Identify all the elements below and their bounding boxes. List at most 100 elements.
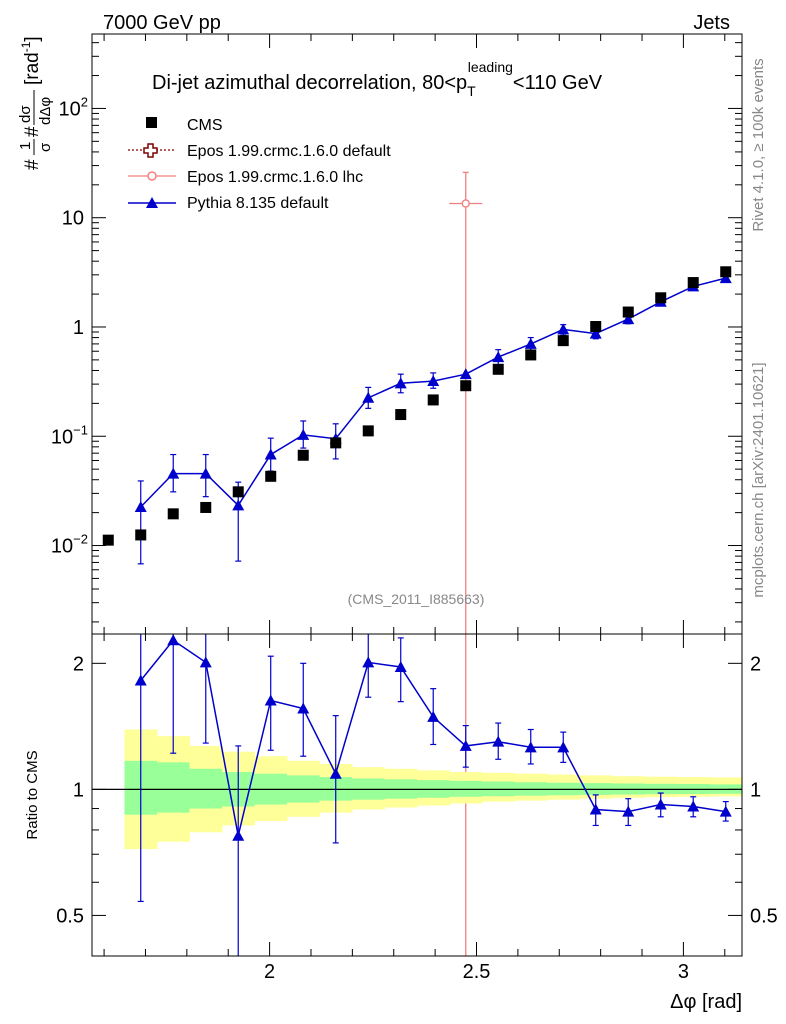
ylabel-ddphi: dΔφ [37, 97, 54, 125]
ratio-pythia-point [167, 634, 180, 646]
cms-point [525, 349, 537, 361]
cms-point [395, 409, 407, 421]
ratio-pythia-point [687, 800, 700, 812]
ratio-pythia-point [719, 805, 732, 817]
ylabel-one: 1 [17, 142, 34, 150]
cms-point [297, 449, 309, 461]
epos-lhc-point [461, 199, 470, 208]
ratio-band-inner [189, 768, 223, 809]
ratio-pythia-point [134, 674, 147, 686]
ratio-band-inner [157, 762, 190, 813]
rivet-label: Rivet 4.1.0, ≥ 100k events [750, 58, 767, 231]
main-y-tick-exponent: −1 [73, 422, 88, 437]
ratio-pythia-point [557, 741, 570, 753]
pythia-point [719, 272, 732, 284]
ratio-pythia-point [492, 735, 505, 747]
ratio-pythia-point [329, 767, 342, 779]
ylabel-unit-end: ] [22, 36, 43, 41]
legend-marker-epos-default [143, 143, 158, 158]
main-y-tick-label: 1 [73, 317, 84, 339]
main-y-tick-exponent: 2 [81, 94, 88, 109]
cms-point [557, 335, 569, 347]
cms-point [687, 277, 699, 289]
pythia-point [589, 327, 602, 339]
legend-entry-epos-lhc: Epos 1.99.crmc.1.6.0 lhc [187, 169, 363, 186]
ratio-pythia-point [297, 702, 310, 714]
ratio-y-tick-label-right: 1 [750, 779, 761, 801]
legend-marker-pythia [146, 197, 158, 208]
legend-marker-epos-lhc [147, 171, 157, 181]
ratio-pythia-point [394, 661, 407, 673]
ratio-pythia-point [362, 656, 375, 668]
cms-point [135, 529, 147, 541]
ratio-y-tick-label-left: 1 [73, 779, 84, 801]
pythia-point [167, 467, 180, 479]
main-y-tick-base: 1 [73, 317, 84, 339]
pythia-point [459, 368, 472, 380]
main-data-layer [102, 171, 732, 956]
ratio-y-tick-label-left: 0.5 [56, 905, 84, 927]
main-y-tick-base: 10 [59, 98, 81, 120]
ratio-pythia-point [232, 829, 245, 841]
pythia-point [297, 428, 310, 440]
main-y-tick-base: 10 [51, 536, 73, 558]
pythia-point [134, 501, 147, 513]
pythia-point [199, 467, 212, 479]
ratio-y-axis-label: Ratio to CMS [24, 750, 41, 839]
cms-point [655, 292, 667, 304]
ratio-pythia-point [654, 798, 667, 810]
title-sup: leading [468, 59, 513, 75]
ratio-data-layer [134, 634, 732, 956]
pythia-point [264, 448, 277, 460]
ratio-pythia-point [622, 805, 635, 817]
main-x-ticks [103, 34, 726, 634]
ratio-x-tick-label: 3 [678, 961, 689, 983]
ratio-pythia-point [199, 656, 212, 668]
ylabel-sigma: σ [37, 142, 54, 152]
cms-point [330, 437, 342, 449]
ylabel-unit-sup: -1 [19, 41, 33, 52]
cms-point [265, 470, 277, 482]
cms-point [200, 501, 212, 513]
title-sub: T [467, 83, 476, 99]
pythia-point [524, 337, 537, 349]
title-suffix: <110 GeV [513, 72, 603, 94]
ylabel-hash2: # [22, 126, 43, 137]
main-y-tick-base: 10 [51, 426, 73, 448]
pythia-point [557, 323, 570, 335]
main-y-tick-label: 10 [62, 208, 84, 230]
legend-entry-cms: CMS [187, 117, 223, 134]
ratio-plot: 0.5 0.51 12 2 2 2.5 3 Ratio to CMS Δφ [rad] [24, 633, 778, 1013]
pythia-point [394, 377, 407, 389]
ratio-pythia-point [524, 741, 537, 753]
ylabel-hash1: # [22, 159, 43, 170]
ratio-pythia-point [264, 694, 277, 706]
ratio-y-tick-label-right: 0.5 [750, 905, 778, 927]
legend: CMS Epos 1.99.crmc.1.6.0 default Epos 1.… [128, 117, 391, 212]
main-y-axis-label: # 1 σ # dσ dΔφ [rad-1] [17, 36, 54, 170]
pythia-point [427, 375, 440, 387]
title-prefix: Di-jet azimuthal decorrelation, 80<p [152, 72, 467, 94]
pythia-point [232, 499, 245, 511]
main-y-tick-base: 10 [62, 208, 84, 230]
pythia-point [492, 351, 505, 363]
legend-marker-cms [146, 117, 157, 128]
ratio-y-axis: 0.5 0.5 1 1 2 2 [56, 653, 778, 927]
cms-point [492, 363, 504, 375]
cms-point [362, 425, 374, 437]
main-y-tick-label: 10−2 [51, 532, 88, 558]
legend-entry-pythia: Pythia 8.135 default [187, 195, 329, 212]
pythia-point [362, 391, 375, 403]
cms-point [622, 306, 634, 318]
ratio-pythia-point [589, 803, 602, 815]
energy-label: 7000 GeV pp [103, 12, 221, 34]
ratio-x-tick-label: 2.5 [463, 961, 491, 983]
cms-point [167, 508, 179, 520]
ratio-pythia-point [427, 710, 440, 722]
ylabel-unit: [rad-1] [19, 36, 43, 85]
cms-point [590, 321, 602, 333]
ylabel-dsigma: dσ [17, 105, 34, 123]
